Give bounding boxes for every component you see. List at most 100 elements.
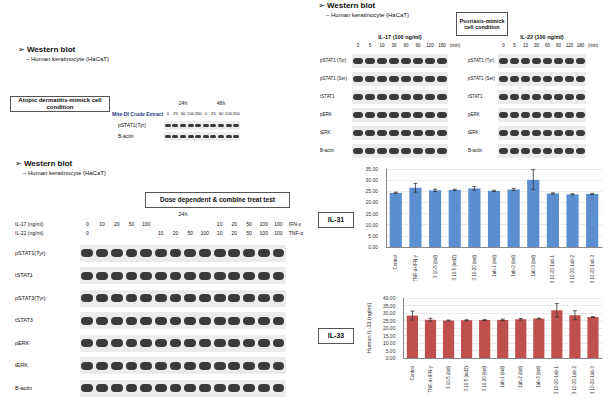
html-text:100: 100 — [200, 230, 210, 236]
html-text:10: 10 — [216, 230, 223, 236]
svg-text:30.00: 30.00 — [365, 177, 378, 183]
html-text:pSTAT3(Tyr): pSTAT3(Tyr) — [15, 294, 46, 301]
html-text:➢ Western blot: ➢ Western blot — [18, 45, 76, 54]
html-text:Mite-Df Crude Extract: Mite-Df Crude Extract — [112, 111, 164, 117]
svg-text:3 10-20-1ab-1: 3 10-20-1ab-1 — [554, 366, 559, 395]
html-text:pSTAT1 (Tyr): pSTAT1 (Tyr) — [468, 57, 495, 63]
html-text:pSTAT1 (Tyr): pSTAT1 (Tyr) — [320, 57, 347, 63]
svg-text:35.00: 35.00 — [383, 303, 396, 309]
svg-text:3 10-5 (ind2): 3 10-5 (ind2) — [464, 365, 469, 391]
html-text:tERK: tERK — [320, 129, 331, 135]
html-text:pSTAT1 (Ser): pSTAT1 (Ser) — [468, 75, 496, 81]
svg-text:40.00: 40.00 — [383, 295, 396, 301]
html-text:– Human keratinocyte (HaCaT): – Human keratinocyte (HaCaT) — [26, 56, 109, 62]
html-text:Dose dependent & combine treat: Dose dependent & combine treat test — [160, 196, 275, 204]
svg-text:TNF-α+IFN-γ: TNF-α+IFN-γ — [428, 365, 433, 392]
html-text:100: 100 — [274, 230, 283, 236]
svg-text:3 10-20-1ab-2: 3 10-20-1ab-2 — [570, 255, 575, 284]
svg-text:5.00: 5.00 — [368, 233, 378, 239]
html-text:B-actin: B-actin — [118, 133, 134, 139]
svg-text:20.00: 20.00 — [365, 199, 378, 205]
html-text:10: 10 — [216, 221, 223, 227]
svg-text:1ab-1 (ind): 1ab-1 (ind) — [500, 366, 505, 388]
html-text:pSTAT1(Tyr): pSTAT1(Tyr) — [15, 249, 46, 256]
svg-text:30.00: 30.00 — [383, 310, 396, 316]
html-text:IL-31: IL-31 — [327, 216, 345, 223]
html-text:➢ Western blot: ➢ Western blot — [15, 159, 73, 168]
html-text:pERK: pERK — [320, 111, 332, 117]
svg-text:25.00: 25.00 — [383, 318, 396, 324]
svg-text:10.00: 10.00 — [365, 222, 378, 228]
svg-text:1ab-3 (ind): 1ab-3 (ind) — [531, 255, 536, 277]
html-text:50: 50 — [128, 221, 135, 227]
svg-text:Control: Control — [393, 255, 398, 270]
html-text:– Human keratinocyte (HaCaT): – Human keratinocyte (HaCaT) — [326, 12, 409, 18]
html-text:IFN-γ: IFN-γ — [288, 221, 301, 227]
svg-text:3 10-20-1ab-1: 3 10-20-1ab-1 — [550, 255, 555, 284]
svg-text:1ab-3 (ind): 1ab-3 (ind) — [536, 366, 541, 388]
html-text:20: 20 — [114, 221, 120, 227]
svg-text:5.00: 5.00 — [386, 348, 396, 354]
html-text:24h: 24h — [178, 100, 188, 106]
html-text:10: 10 — [158, 230, 164, 236]
svg-text:15.00: 15.00 — [365, 211, 378, 217]
html-text:20: 20 — [172, 230, 179, 236]
html-text:IL-17 (100 ng/ml): IL-17 (100 ng/ml) — [378, 34, 422, 40]
html-text:50: 50 — [187, 230, 193, 236]
html-text:tSTAT1: tSTAT1 — [468, 93, 483, 99]
html-text:50: 50 — [246, 221, 252, 227]
svg-text:20.00: 20.00 — [383, 325, 396, 331]
html-text:IL-17 (ng/ml): IL-17 (ng/ml) — [15, 221, 44, 227]
html-text:– Human keratinocyte (HaCaT): – Human keratinocyte (HaCaT) — [23, 170, 106, 176]
html-text:50: 50 — [246, 230, 252, 236]
html-text:20: 20 — [231, 221, 238, 227]
html-text:pSTAT1 (Ser): pSTAT1 (Ser) — [320, 75, 348, 81]
svg-text:3 10-20-1ab-2: 3 10-20-1ab-2 — [572, 366, 577, 395]
svg-text:0.00: 0.00 — [368, 244, 378, 250]
svg-text:TNF-α+IFN-γ: TNF-α+IFN-γ — [413, 254, 418, 281]
svg-text:1ab-2 (ind): 1ab-2 (ind) — [511, 255, 516, 277]
html-text:tERK: tERK — [468, 129, 479, 135]
svg-text:Human IL-33 (ng/ml): Human IL-33 (ng/ml) — [366, 303, 372, 354]
html-text:IL-33: IL-33 — [327, 332, 345, 339]
html-text:TNF-α: TNF-α — [288, 230, 304, 236]
html-text:pERK: pERK — [468, 111, 480, 117]
svg-text:1ab-2 (ind): 1ab-2 (ind) — [518, 366, 523, 388]
html-text:100: 100 — [259, 230, 268, 236]
html-text:100: 100 — [142, 221, 151, 227]
svg-text:3 10-20 (ind): 3 10-20 (ind) — [482, 365, 487, 391]
svg-text:3 10-5 (ind): 3 10-5 (ind) — [433, 255, 438, 279]
html-text:pSTAT1(Tyr): pSTAT1(Tyr) — [118, 122, 146, 128]
svg-text:Control: Control — [410, 366, 415, 381]
html-text:100: 100 — [274, 221, 283, 227]
html-text:tSTAT3: tSTAT3 — [15, 317, 33, 323]
svg-text:3 10-5 (ind2): 3 10-5 (ind2) — [452, 254, 457, 280]
html-text:B-actin: B-actin — [320, 147, 334, 153]
svg-text:1ab-1 (ind): 1ab-1 (ind) — [492, 255, 497, 277]
html-text:Psoriasis-mimick cell conditio: Psoriasis-mimick cell condition — [459, 17, 505, 30]
svg-text:35.00: 35.00 — [365, 166, 378, 172]
svg-text:10.00: 10.00 — [383, 340, 396, 346]
svg-text:3 10-20 (ind): 3 10-20 (ind) — [472, 254, 477, 280]
html-text:10: 10 — [99, 221, 105, 227]
html-text:IL-22 (ng/ml): IL-22 (ng/ml) — [15, 230, 44, 236]
html-text:B-actin: B-actin — [15, 384, 33, 391]
svg-text:3 10-5 (ind): 3 10-5 (ind) — [446, 366, 451, 390]
svg-text:25.00: 25.00 — [365, 188, 378, 194]
html-text:Atopic dermatitis-mimick cell: Atopic dermatitis-mimick cell condition — [18, 97, 102, 110]
html-text:IL-22 (100 ng/ml): IL-22 (100 ng/ml) — [520, 34, 564, 40]
html-text:tERK: tERK — [15, 362, 28, 368]
html-text:100: 100 — [259, 221, 268, 227]
svg-text:15.00: 15.00 — [383, 333, 396, 339]
html-text:➢ Western blot: ➢ Western blot — [318, 1, 376, 10]
html-text:20: 20 — [231, 230, 238, 236]
html-text:tSTAT1: tSTAT1 — [15, 272, 33, 278]
svg-text:0.00: 0.00 — [386, 355, 396, 361]
svg-text:3 10-20-1ab-3: 3 10-20-1ab-3 — [590, 255, 595, 284]
html-text:24h: 24h — [178, 211, 188, 217]
html-text:48h: 48h — [216, 100, 226, 106]
html-text:tSTAT1: tSTAT1 — [320, 93, 335, 99]
html-text:B-actin: B-actin — [468, 147, 482, 153]
html-text:pERK: pERK — [15, 339, 30, 346]
svg-text:3 10-20-1ab-3: 3 10-20-1ab-3 — [590, 366, 595, 395]
